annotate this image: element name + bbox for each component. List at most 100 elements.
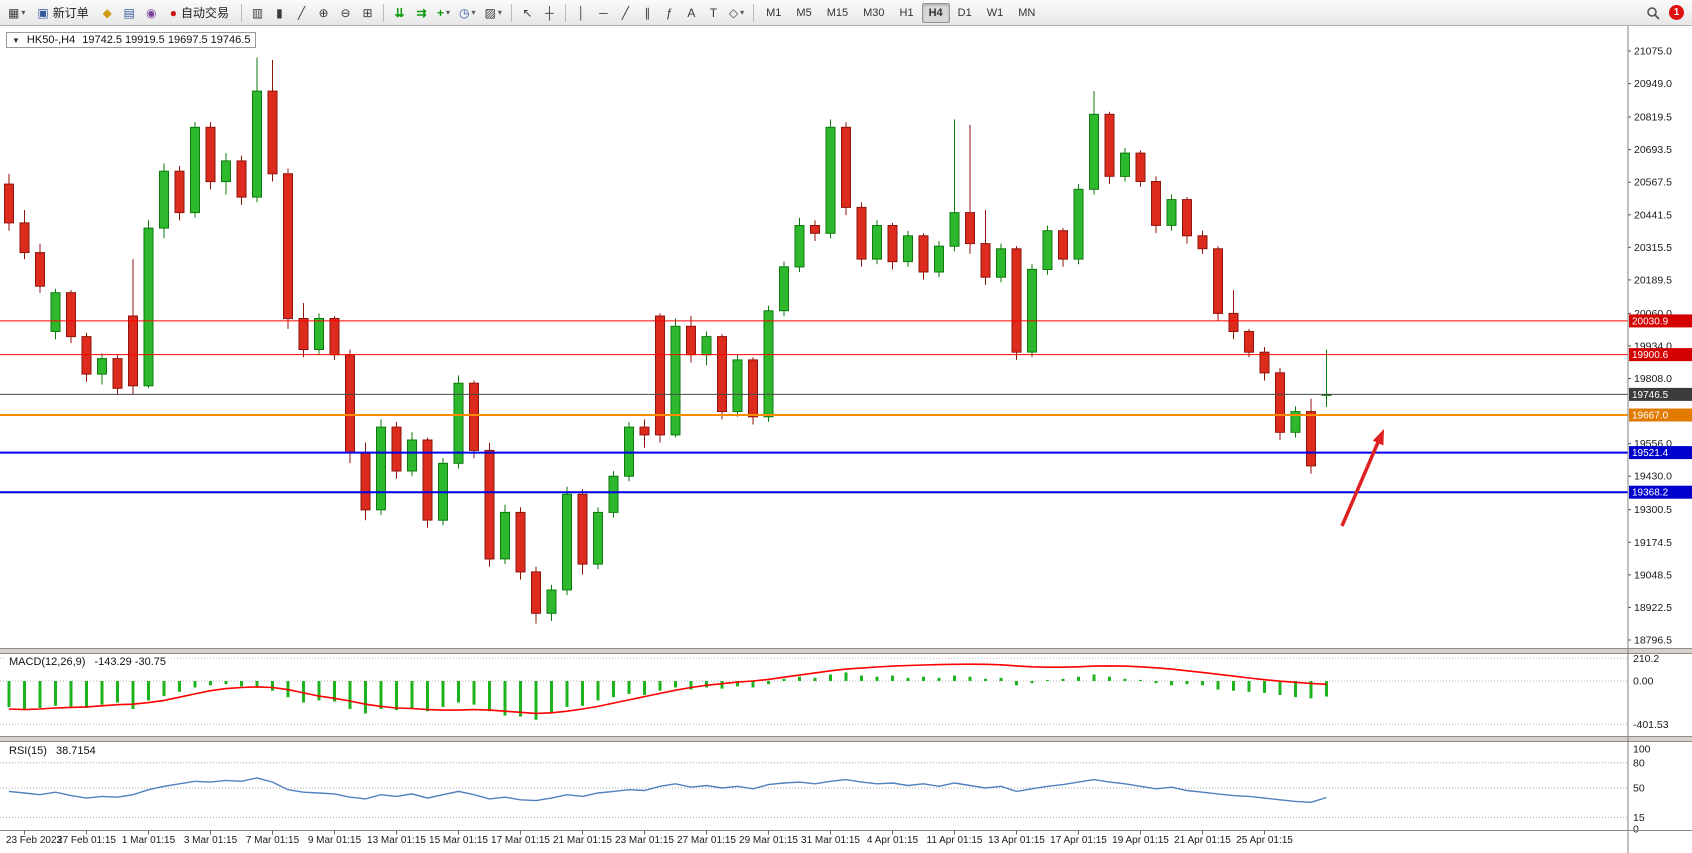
tile-windows-button[interactable]: ⊞ xyxy=(357,2,378,23)
svg-text:19368.2: 19368.2 xyxy=(1632,488,1669,499)
svg-text:27 Feb 01:15: 27 Feb 01:15 xyxy=(57,835,116,846)
auto-trading-button[interactable]: ● 自动交易 xyxy=(163,2,236,23)
new-order-button[interactable]: ▣ 新订单 xyxy=(30,2,95,23)
chart-area: 210.2 0.00 -401.53 100 80 50 15 0 21075.0 20949.0… xyxy=(0,26,1692,853)
chart-shift-button[interactable]: ⇉ xyxy=(411,2,432,23)
svg-text:19 Apr 01:15: 19 Apr 01:15 xyxy=(1112,835,1169,846)
text-label-icon: T xyxy=(709,5,718,20)
text-icon: A xyxy=(687,5,696,20)
macd-indicator-label: MACD(12,26,9) -143.29 -30.75 xyxy=(6,656,170,668)
fibonacci-tool-button[interactable]: ƒ xyxy=(659,2,680,23)
timeframe-mn[interactable]: MN xyxy=(1018,6,1036,19)
timeframe-m5[interactable]: M5 xyxy=(796,6,812,19)
svg-text:17 Apr 01:15: 17 Apr 01:15 xyxy=(1050,835,1107,846)
candlestick-chart-icon: ▮ xyxy=(276,5,283,20)
price-badge-20030.9: 20030.9 xyxy=(1629,314,1692,328)
rsi-name: RSI(15) xyxy=(9,745,47,757)
auto-trading-icon: ● xyxy=(169,5,177,20)
price-badge-19667.0: 19667.0 xyxy=(1629,408,1692,422)
timeframe-w1[interactable]: W1 xyxy=(986,6,1004,19)
chart-header: ▼ HK50-,H4 19742.5 19919.5 19697.5 19746… xyxy=(6,32,257,48)
chart-line-button[interactable]: ╱ xyxy=(291,2,312,23)
periods-button[interactable]: ◷ ▾ xyxy=(455,2,480,23)
text-tool-button[interactable]: A xyxy=(681,2,702,23)
svg-text:7 Mar 01:15: 7 Mar 01:15 xyxy=(246,835,300,846)
svg-text:15: 15 xyxy=(1633,812,1645,824)
svg-text:18796.5: 18796.5 xyxy=(1634,635,1672,647)
crosshair-button[interactable]: ┼ xyxy=(539,2,560,23)
new-chart-button[interactable]: ▦ ▾ xyxy=(4,2,29,23)
bar-chart-icon: ▥ xyxy=(251,5,264,20)
svg-text:19746.5: 19746.5 xyxy=(1632,390,1669,401)
crosshair-icon: ┼ xyxy=(545,5,554,20)
timeframe-h4[interactable]: H4 xyxy=(921,2,950,23)
main-toolbar: ▦ ▾ ▣ 新订单 ◆ ▤ ◉ ● 自动交易 ▥ ▮ ╱ ⊕ xyxy=(0,0,1692,26)
timeframe-m30[interactable]: M30 xyxy=(863,6,885,19)
data-window-icon: ▤ xyxy=(123,5,135,20)
caret-down-icon: ▾ xyxy=(471,8,476,17)
svg-text:4 Apr 01:15: 4 Apr 01:15 xyxy=(867,835,919,846)
notification-badge[interactable]: 1 xyxy=(1669,5,1684,20)
timeframe-d1[interactable]: D1 xyxy=(957,6,972,19)
search-icon xyxy=(1647,6,1660,20)
timeframe-m15[interactable]: M15 xyxy=(826,6,849,19)
chart-bars-button[interactable]: ▥ xyxy=(247,2,268,23)
svg-text:19430.0: 19430.0 xyxy=(1634,471,1672,483)
svg-text:19900.6: 19900.6 xyxy=(1632,350,1669,361)
horizontal-line-tool-button[interactable]: ─ xyxy=(593,2,614,23)
price-badge-19900.6: 19900.6 xyxy=(1629,348,1692,362)
auto-trading-label: 自动交易 xyxy=(180,6,229,20)
fibonacci-icon: ƒ xyxy=(666,5,673,20)
zoom-out-button[interactable]: ⊖ xyxy=(335,2,356,23)
arrow-annotation[interactable] xyxy=(1340,429,1384,527)
chart-ohlc-values: 19742.5 19919.5 19697.5 19746.5 xyxy=(82,34,251,46)
auto-scroll-button[interactable]: ⇊ xyxy=(389,2,410,23)
panel-separator[interactable] xyxy=(0,736,1692,742)
candlesticks xyxy=(4,57,1332,624)
line-chart-icon: ╱ xyxy=(297,5,306,20)
templates-button[interactable]: ▨ ▾ xyxy=(481,2,506,23)
horizontal-line-icon: ─ xyxy=(599,5,608,20)
chart-candles-button[interactable]: ▮ xyxy=(269,2,290,23)
svg-text:19667.0: 19667.0 xyxy=(1632,411,1669,422)
indicators-button[interactable]: + ▾ xyxy=(433,2,454,23)
shapes-tool-button[interactable]: ◇ ▾ xyxy=(725,2,748,23)
timeframe-m1[interactable]: M1 xyxy=(766,6,782,19)
navigator-button[interactable]: ◉ xyxy=(141,2,162,23)
price-axis[interactable]: 21075.0 20949.0 20819.5 20693.5 20567.5 20441… xyxy=(1627,26,1692,853)
timeframe-h1[interactable]: H1 xyxy=(899,6,914,19)
trendline-icon: ╱ xyxy=(621,5,629,20)
vertical-line-tool-button[interactable]: │ xyxy=(571,2,592,23)
new-order-icon: ▣ xyxy=(37,5,49,20)
price-badge-19521.4: 19521.4 xyxy=(1629,446,1692,460)
svg-text:13 Mar 01:15: 13 Mar 01:15 xyxy=(367,835,426,846)
svg-text:80: 80 xyxy=(1633,757,1645,769)
collapse-triangle-icon[interactable]: ▼ xyxy=(12,35,20,45)
svg-text:15 Mar 01:15: 15 Mar 01:15 xyxy=(429,835,488,846)
svg-text:20567.5: 20567.5 xyxy=(1634,177,1672,189)
panel-separator[interactable] xyxy=(0,648,1692,654)
auto-scroll-icon: ⇊ xyxy=(394,5,405,20)
svg-text:29 Mar 01:15: 29 Mar 01:15 xyxy=(739,835,798,846)
rsi-value: 38.7154 xyxy=(55,745,96,757)
data-window-button[interactable]: ▤ xyxy=(119,2,140,23)
svg-text:-401.53: -401.53 xyxy=(1633,719,1669,731)
channel-tool-button[interactable]: ∥ xyxy=(637,2,658,23)
channel-icon: ∥ xyxy=(644,5,651,20)
text-label-tool-button[interactable]: T xyxy=(703,2,724,23)
svg-text:3 Mar 01:15: 3 Mar 01:15 xyxy=(184,835,238,846)
search-button[interactable] xyxy=(1642,2,1664,23)
trendline-tool-button[interactable]: ╱ xyxy=(615,2,636,23)
market-watch-button[interactable]: ◆ xyxy=(97,2,118,23)
cursor-button[interactable]: ↖ xyxy=(517,2,538,23)
template-icon: ▨ xyxy=(484,5,496,20)
svg-text:19048.5: 19048.5 xyxy=(1634,569,1672,581)
svg-text:13 Apr 01:15: 13 Apr 01:15 xyxy=(988,835,1045,846)
svg-text:31 Mar 01:15: 31 Mar 01:15 xyxy=(801,835,860,846)
new-chart-icon: ▦ xyxy=(8,5,20,20)
svg-text:19300.5: 19300.5 xyxy=(1634,504,1672,516)
zoom-in-button[interactable]: ⊕ xyxy=(313,2,334,23)
